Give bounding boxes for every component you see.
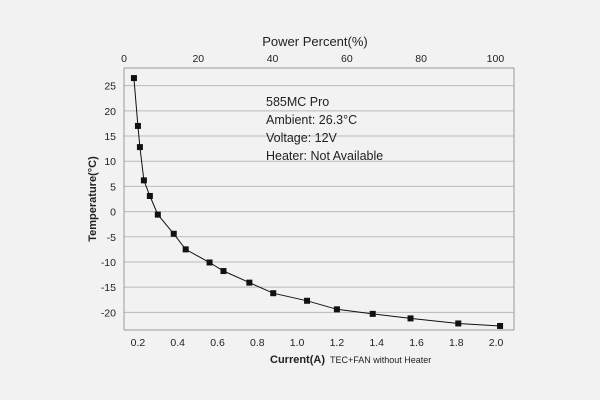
x-tick-label: 1.0 (290, 337, 305, 349)
series-line (133, 78, 501, 327)
x-axis-title-main: Current(A) (270, 354, 325, 366)
y-tick-label: -5 (107, 232, 116, 244)
x-axis-title-note: TEC+FAN without Heater (330, 355, 431, 365)
annotation-line: Ambient: 26.3°C (266, 113, 357, 127)
x2-tick-label: 80 (415, 53, 427, 65)
x-tick-label: 2.0 (489, 337, 504, 349)
x2-tick-label: 0 (121, 53, 127, 65)
y-axis-title: Temperature(°C) (87, 156, 99, 242)
data-point (182, 246, 189, 253)
y-tick-label: 15 (104, 131, 116, 143)
annotation-line: 585MC Pro (266, 95, 329, 109)
x-tick-label: 0.8 (250, 337, 265, 349)
y-tick-label: 20 (104, 106, 116, 118)
x2-tick-label: 20 (192, 53, 204, 65)
x-tick-label: 0.2 (131, 337, 146, 349)
x-tick-label: 0.6 (210, 337, 225, 349)
x-tick-label: 1.4 (369, 337, 384, 349)
y-tick-label: -15 (101, 282, 116, 294)
x2-tick-label: 40 (267, 53, 279, 65)
x-tick-label: 1.6 (409, 337, 424, 349)
data-point (333, 306, 340, 313)
data-point (220, 268, 227, 275)
data-point (304, 297, 311, 304)
x-tick-label: 1.8 (449, 337, 464, 349)
data-point (170, 230, 177, 237)
y-tick-label: 10 (104, 156, 116, 168)
y-tick-label: -10 (101, 257, 116, 269)
data-point (130, 75, 137, 82)
data-point (270, 290, 277, 297)
data-point (140, 177, 147, 184)
y-tick-label: 0 (110, 207, 116, 219)
data-point (136, 144, 143, 151)
x-tick-label: 1.2 (330, 337, 345, 349)
data-point (497, 322, 504, 329)
y-tick-label: 5 (110, 181, 116, 193)
data-point (146, 192, 153, 199)
data-point (206, 259, 213, 266)
data-point (154, 211, 161, 218)
data-point (455, 320, 462, 327)
y-tick-label: -20 (101, 307, 116, 319)
x-axis-title: Current(A) TEC+FAN without Heater (270, 354, 431, 366)
x2-tick-label: 100 (487, 53, 505, 65)
data-point (134, 122, 141, 129)
x-tick-label: 0.4 (170, 337, 185, 349)
annotation-line: Voltage: 12V (266, 131, 338, 145)
x2-axis-title: Power Percent(%) (262, 34, 367, 49)
y-tick-label: 25 (104, 81, 116, 93)
data-point (407, 315, 414, 322)
annotation-line: Heater: Not Available (266, 149, 383, 163)
data-point (369, 310, 376, 317)
x2-tick-label: 60 (341, 53, 353, 65)
data-point (246, 279, 253, 286)
